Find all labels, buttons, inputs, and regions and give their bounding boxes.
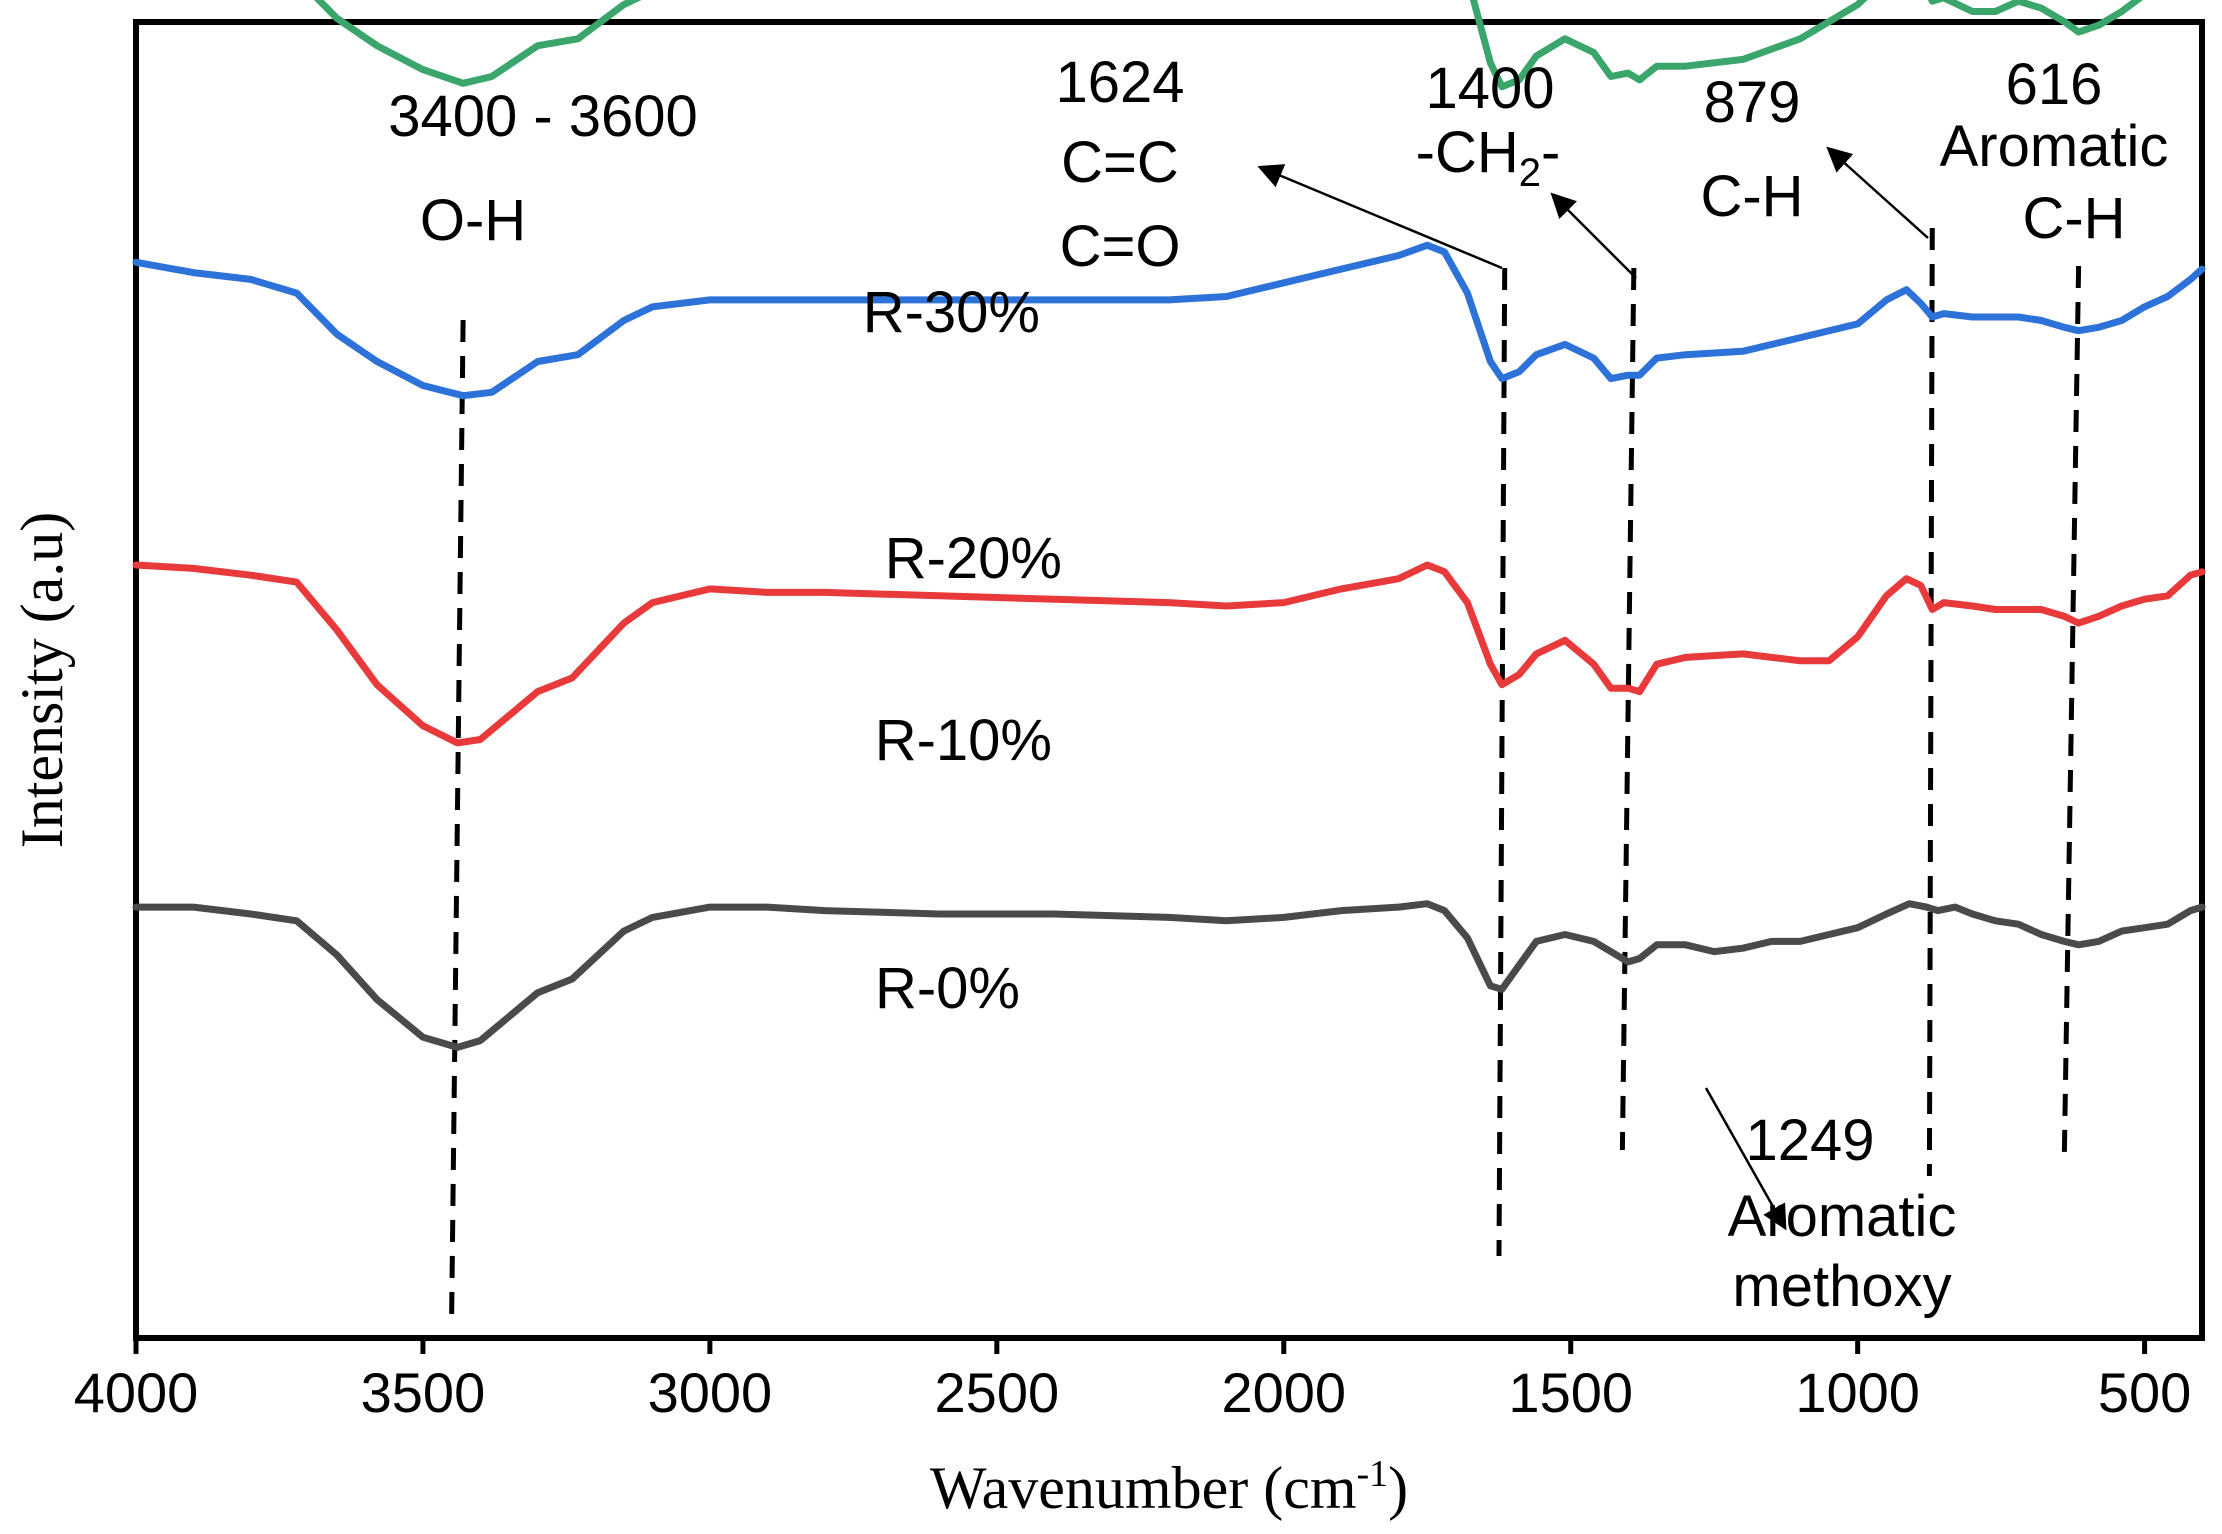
y-axis-title: Intensity (a.u) <box>9 512 75 849</box>
cc-arrow <box>1257 164 1503 270</box>
x-tick-label: 3500 <box>361 1361 486 1424</box>
x-axis-title: Wavenumber (cm-1) <box>930 1453 1408 1521</box>
x-axis-title-exponent: -1 <box>1357 1453 1389 1495</box>
peak-guide-line <box>1926 227 1935 1177</box>
series-line-r-30pct <box>314 0 2143 91</box>
ch2-arrow <box>1550 192 1637 279</box>
oh-range-label: 3400 - 3600 <box>388 84 698 149</box>
ch2-suffix: - <box>1541 120 1560 185</box>
methoxy-peak-number: 1249 <box>1745 1108 1874 1173</box>
ar616-group-label-2: C-H <box>2022 186 2125 251</box>
ch2-prefix: -CH <box>1416 120 1519 185</box>
x-tick-label: 3000 <box>648 1361 773 1424</box>
peak-guide-line <box>1619 267 1637 1151</box>
ch879-arrow <box>1826 146 1929 239</box>
co-group-label: C=O <box>1060 214 1181 279</box>
x-tick-label: 1500 <box>1508 1361 1633 1424</box>
methoxy-group-label-2: methoxy <box>1732 1254 1951 1319</box>
series-line-r-20pct <box>132 241 2206 400</box>
x-axis-title-main: Wavenumber (cm <box>930 1455 1357 1521</box>
ch2-group-label: -CH2- <box>1416 120 1561 195</box>
x-tick-label: 2500 <box>935 1361 1060 1424</box>
peak-guide-line <box>449 319 466 1317</box>
ar616-group-label-1: Aromatic <box>1940 114 2169 179</box>
series-label-r30: R-30% <box>863 280 1040 345</box>
series-line-r-0pct <box>132 900 2206 1051</box>
x-axis-title-close: ) <box>1388 1455 1408 1521</box>
spectra-series <box>132 0 2206 1051</box>
x-tick-label: 2000 <box>1221 1361 1346 1424</box>
cc-peak-number: 1624 <box>1055 50 1184 115</box>
methoxy-group-label-1: Aromatic <box>1728 1184 1957 1249</box>
series-label-r0: R-0% <box>875 956 1020 1021</box>
x-axis-ticks: 4000 3500 3000 2500 2000 1500 1000 500 <box>74 1338 2191 1424</box>
x-tick-label: 4000 <box>74 1361 199 1424</box>
methoxy-arrow <box>1704 1087 1787 1231</box>
peak-guide-line <box>2061 265 2082 1161</box>
peak-guides <box>449 227 2082 1317</box>
ch879-group-label: C-H <box>1700 164 1803 229</box>
ch2-subscript: 2 <box>1519 151 1541 195</box>
peak-guide-line <box>1496 267 1508 1257</box>
series-label-r10: R-10% <box>875 708 1052 773</box>
series-label-r20: R-20% <box>885 526 1062 591</box>
oh-group-label: O-H <box>420 188 526 253</box>
plot-frame <box>133 19 2205 1341</box>
series-line-r-10pct <box>132 561 2206 747</box>
ar616-peak-number: 616 <box>2006 52 2103 117</box>
ch2-peak-number: 1400 <box>1425 56 1554 121</box>
ch879-peak-number: 879 <box>1704 70 1801 135</box>
cc-group-label: C=C <box>1061 130 1179 195</box>
x-tick-label: 1000 <box>1795 1361 1920 1424</box>
x-tick-label: 500 <box>2098 1361 2191 1424</box>
